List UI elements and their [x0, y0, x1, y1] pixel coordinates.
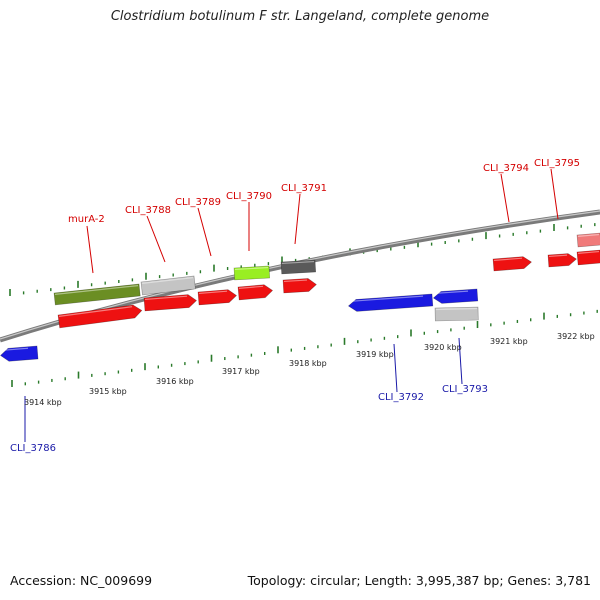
kbp-label: 3915 kbp	[89, 387, 127, 396]
gene-label[interactable]: CLI_3786	[10, 443, 56, 454]
gene-feature[interactable]	[140, 275, 196, 296]
gene-leader-line	[146, 215, 166, 263]
kbp-label: 3921 kbp	[490, 337, 528, 346]
gene-feature[interactable]	[143, 294, 197, 312]
gene-label[interactable]: CLI_3792	[378, 392, 424, 403]
gene-label[interactable]: CLI_3794	[483, 163, 529, 174]
gene-feature[interactable]	[434, 306, 479, 322]
gene-feature[interactable]	[57, 304, 143, 329]
kbp-label: 3914 kbp	[24, 398, 62, 407]
gene-feature[interactable]	[576, 232, 600, 248]
gene-leader-line	[393, 343, 398, 393]
tick-row-lower	[11, 309, 598, 387]
map-title: Clostridium botulinum F str. Langeland, …	[110, 9, 490, 24]
gene-leader-line	[500, 173, 510, 223]
tick-row-upper	[9, 223, 596, 296]
gene-label[interactable]: CLI_3790	[226, 191, 272, 202]
gene-label[interactable]: CLI_3791	[281, 183, 327, 194]
gene-feature[interactable]	[197, 289, 237, 306]
gene-feature[interactable]	[282, 278, 317, 294]
gene-feature[interactable]	[280, 259, 317, 275]
gene-label[interactable]: CLI_3789	[175, 197, 221, 208]
accession-text: Accession: NC_009699	[10, 573, 153, 588]
kbp-label: 3922 kbp	[557, 332, 595, 341]
kbp-label: 3917 kbp	[222, 367, 260, 376]
gene-feature[interactable]	[347, 293, 434, 312]
gene-leader-line	[86, 225, 94, 274]
gene-leader-line	[197, 207, 212, 257]
gene-feature[interactable]	[53, 283, 141, 306]
gene-label[interactable]: CLI_3793	[442, 384, 488, 395]
gene-feature[interactable]	[237, 284, 274, 301]
gene-feature[interactable]	[0, 345, 39, 362]
gene-leader-line	[294, 193, 301, 245]
kbp-label: 3919 kbp	[356, 350, 394, 359]
gene-leader-line	[550, 168, 559, 220]
gene-label[interactable]: CLI_3788	[125, 205, 171, 216]
gene-feature[interactable]	[576, 249, 600, 266]
gene-leader-line	[458, 337, 463, 385]
topology-text: Topology: circular; Length: 3,995,387 bp…	[247, 573, 591, 588]
kbp-label: 3916 kbp	[156, 377, 194, 386]
gene-feature[interactable]	[547, 253, 577, 268]
gene-feature[interactable]	[233, 265, 271, 281]
kbp-label: 3918 kbp	[289, 359, 327, 368]
gene-label[interactable]: CLI_3795	[534, 158, 580, 169]
gene-feature[interactable]	[492, 256, 532, 272]
gene-feature[interactable]	[432, 288, 479, 304]
kbp-label: 3920 kbp	[424, 343, 462, 352]
gene-label[interactable]: murA-2	[68, 214, 105, 225]
